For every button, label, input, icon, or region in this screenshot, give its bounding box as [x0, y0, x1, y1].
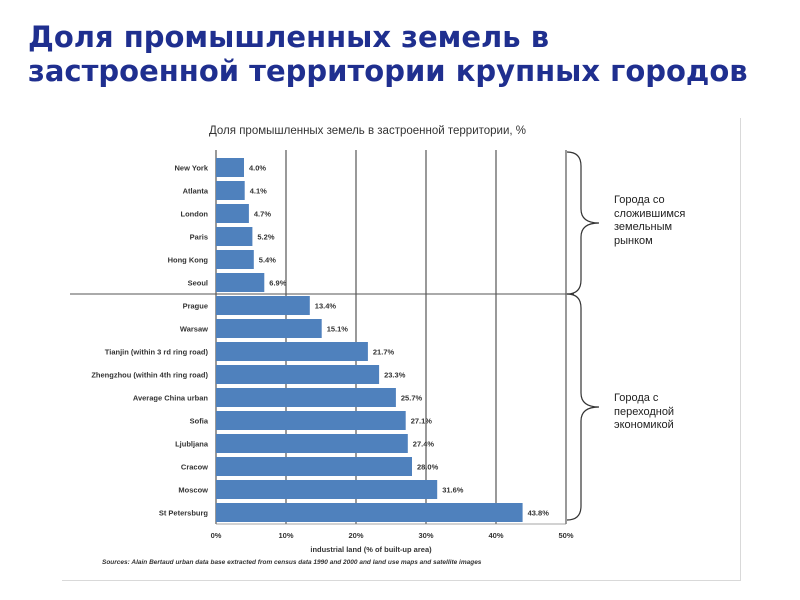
value-label: 15.1% [327, 325, 349, 334]
bar [216, 480, 438, 499]
x-tick-label: 50% [558, 531, 573, 540]
chart-frame: Доля промышленных земель в застроенной т… [62, 118, 741, 581]
category-label: Prague [183, 302, 208, 311]
category-label: Tianjin (within 3 rd ring road) [105, 348, 209, 357]
x-tick-label: 30% [418, 531, 433, 540]
x-tick-label: 0% [211, 531, 222, 540]
value-label: 23.3% [384, 371, 406, 380]
source-note: Sources: Alain Bertaud urban data base e… [102, 559, 482, 566]
value-label: 4.1% [250, 187, 267, 196]
bar [216, 434, 408, 453]
category-label: Sofia [190, 417, 209, 426]
bar [216, 181, 245, 200]
bar [216, 296, 310, 315]
value-label: 21.7% [373, 348, 395, 357]
category-label: Moscow [178, 486, 208, 495]
value-label: 4.0% [249, 164, 266, 173]
category-label: New York [175, 164, 209, 173]
bar [216, 388, 396, 407]
bar [216, 457, 412, 476]
category-label: St Petersburg [159, 509, 209, 518]
bar [216, 158, 244, 177]
x-tick-label: 20% [348, 531, 363, 540]
value-label: 13.4% [315, 302, 337, 311]
brace-established [566, 151, 600, 295]
category-label: Seoul [188, 279, 208, 288]
slide-title-line-1: Доля промышленных земель в [28, 20, 550, 54]
value-label: 31.6% [442, 486, 464, 495]
bar [216, 411, 406, 430]
industrial-land-bar-chart: Доля промышленных земель в застроенной т… [70, 125, 600, 566]
slide-title: Доля промышленных земель в застроенной т… [28, 20, 748, 88]
bar [216, 250, 254, 269]
x-axis-title: industrial land (% of built-up area) [310, 545, 432, 554]
value-label: 5.2% [257, 233, 274, 242]
bar [216, 204, 249, 223]
value-label: 28.0% [417, 463, 439, 472]
category-label: Warsaw [180, 325, 208, 334]
bar [216, 342, 368, 361]
category-label: Cracow [181, 463, 208, 472]
value-label: 6.9% [269, 279, 286, 288]
category-label: Atlanta [183, 187, 209, 196]
value-label: 27.1% [411, 417, 433, 426]
value-label: 4.7% [254, 210, 271, 219]
category-label: Average China urban [133, 394, 209, 403]
bar [216, 365, 380, 384]
category-label: Ljubljana [175, 440, 209, 449]
category-label: Paris [190, 233, 208, 242]
bar [216, 273, 265, 292]
category-label: Hong Kong [168, 256, 209, 265]
value-label: 5.4% [259, 256, 276, 265]
value-label: 43.8% [528, 509, 550, 518]
category-label: Zhengzhou (within 4th ring road) [91, 371, 208, 380]
slide-title-line-2: застроенной территории крупных городов [28, 54, 748, 88]
value-label: 25.7% [401, 394, 423, 403]
bar [216, 319, 322, 338]
group-label-established-market: Города со сложившимся земельным рынком [614, 194, 686, 247]
brace-transitional [566, 293, 600, 521]
category-label: London [181, 210, 209, 219]
x-tick-label: 10% [278, 531, 293, 540]
chart-title: Доля промышленных земель в застроенной т… [209, 125, 526, 137]
value-label: 27.4% [413, 440, 435, 449]
bar [216, 503, 523, 522]
group-label-transition-economy: Города с переходной экономикой [614, 392, 675, 431]
x-tick-label: 40% [488, 531, 503, 540]
bar [216, 227, 253, 246]
